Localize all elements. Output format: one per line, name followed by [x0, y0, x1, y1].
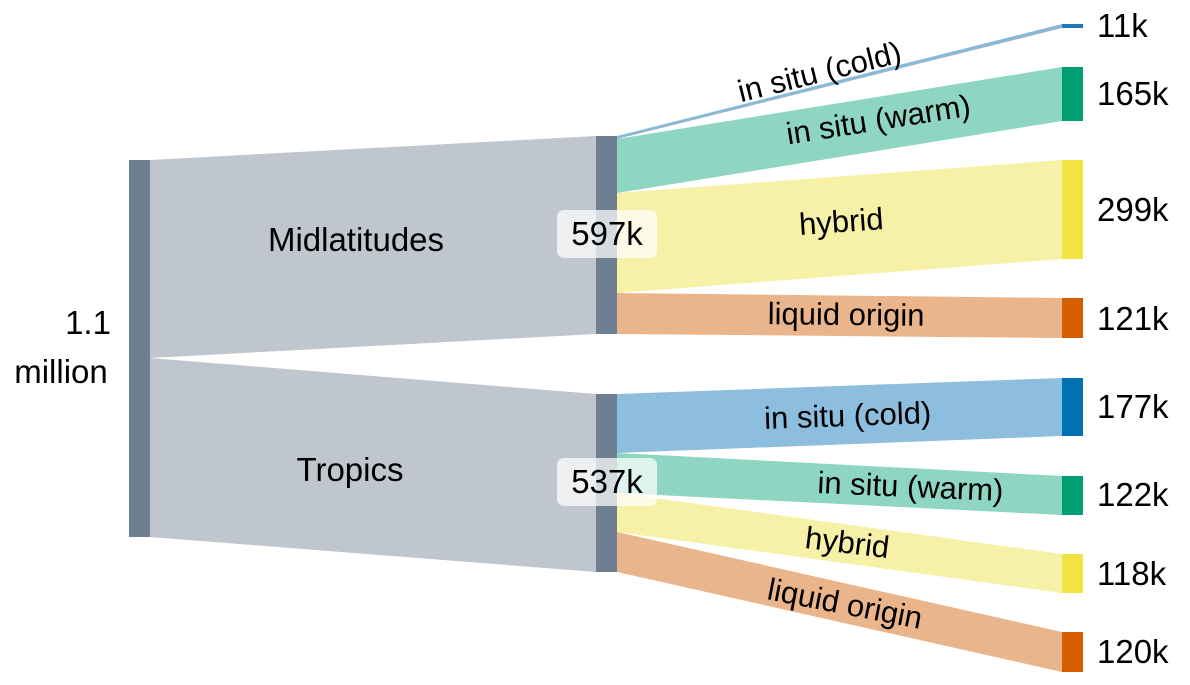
node-mid-in-situ-cold: [1062, 24, 1083, 28]
link-trop-liquid-origin: [617, 532, 1062, 672]
value-label-trop-in-situ-cold: 177k: [1097, 388, 1169, 425]
root-label: 1.1 million: [14, 304, 111, 390]
link-mid-in-situ-cold: [617, 24, 1062, 139]
value-label-trop-in-situ-warm: 122k: [1097, 476, 1169, 513]
link-tropics: [150, 358, 596, 572]
value-label-trop-hybrid: 118k: [1097, 555, 1167, 592]
link-mid-liquid-origin: [617, 293, 1062, 338]
value-labels: 11k 165k 299k 121k 177k 122k 118k 120k: [1097, 7, 1169, 670]
flow-label-trop-in-situ-cold: in situ (cold): [764, 395, 932, 436]
root-label-line1: 1.1: [65, 304, 111, 341]
group-label-tropics: Tropics: [297, 451, 404, 488]
flow-label-mid-liquid-origin: liquid origin: [768, 296, 925, 333]
flow-label-mid-hybrid: hybrid: [798, 201, 885, 242]
node-trop-liquid-origin: [1062, 632, 1083, 672]
node-mid-liquid-origin: [1062, 298, 1083, 338]
mid-total-badge: [557, 210, 657, 258]
value-label-mid-hybrid: 299k: [1097, 191, 1169, 228]
value-label-mid-in-situ-cold: 11k: [1097, 7, 1148, 44]
link-midlatitudes: [150, 136, 596, 358]
flow-label-trop-in-situ-warm: in situ (warm): [817, 465, 1004, 508]
flow-label-trop-liquid-origin: liquid origin: [765, 572, 926, 636]
node-mid-hybrid: [1062, 160, 1083, 259]
links: [150, 24, 1062, 672]
link-mid-hybrid: [617, 160, 1062, 293]
value-label-trop-liquid-origin: 120k: [1097, 633, 1169, 670]
node-trop-hybrid: [1062, 554, 1083, 593]
link-trop-in-situ-cold: [617, 378, 1062, 453]
trop-total-label: 537k: [571, 463, 643, 500]
mid-total-label: 597k: [571, 215, 643, 252]
nodes: [129, 24, 1083, 672]
value-label-mid-in-situ-warm: 165k: [1097, 75, 1169, 112]
node-trop-in-situ-warm: [1062, 476, 1083, 515]
link-mid-in-situ-warm: [617, 67, 1062, 193]
total-badges: 597k 537k: [557, 210, 657, 506]
node-trop-in-situ-cold: [1062, 378, 1083, 436]
node-total: [129, 160, 150, 537]
value-label-mid-liquid-origin: 121k: [1097, 300, 1169, 337]
link-trop-hybrid: [617, 493, 1062, 593]
node-mid-in-situ-warm: [1062, 67, 1083, 121]
group-label-midlatitudes: Midlatitudes: [268, 221, 444, 258]
trop-total-badge: [557, 458, 657, 506]
link-trop-in-situ-warm: [617, 453, 1062, 515]
root-label-line2: million: [14, 353, 108, 390]
